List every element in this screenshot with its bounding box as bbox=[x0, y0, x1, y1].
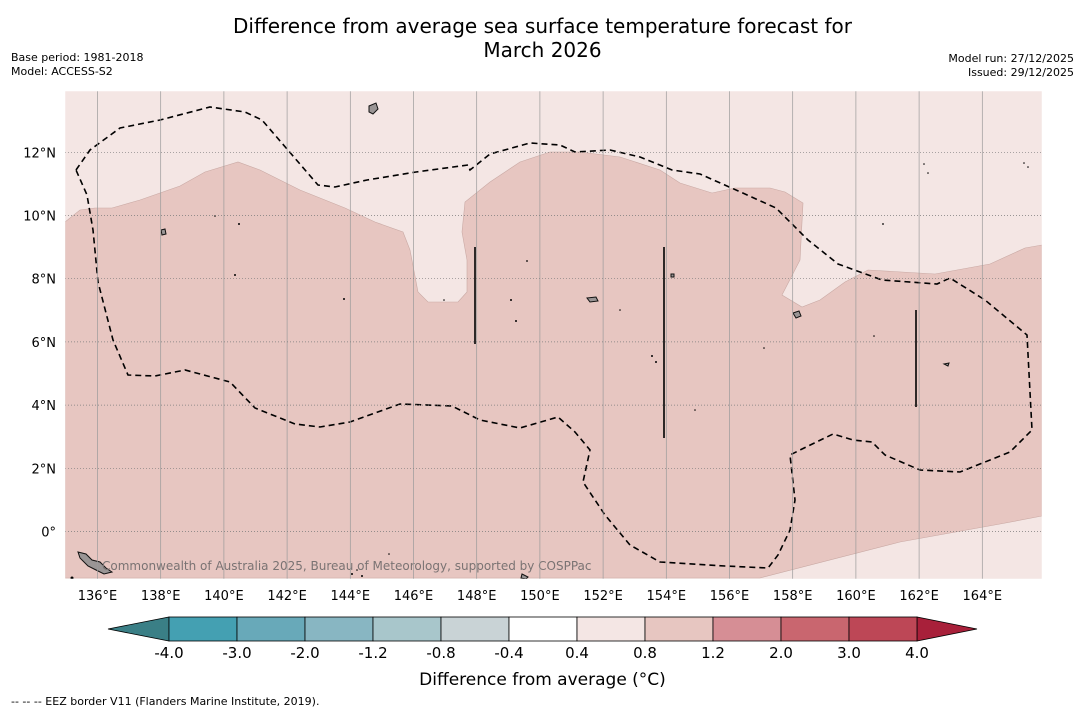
longitude-tick-label: 140°E bbox=[204, 589, 244, 604]
land-masses bbox=[77, 102, 950, 579]
base-period: Base period: 1981-2018 bbox=[11, 51, 144, 64]
island bbox=[942, 362, 950, 367]
colorbar-segment bbox=[372, 616, 442, 642]
colorbar-segment bbox=[508, 616, 578, 642]
latitude-labels: 12°N 10°N 8°N 6°N 4°N 2°N 0° bbox=[23, 146, 56, 540]
chart-title: Difference from average sea surface temp… bbox=[0, 14, 1085, 62]
longitude-tick-label: 162°E bbox=[899, 589, 939, 604]
colorbar-tick-label: 1.2 bbox=[701, 644, 725, 662]
island bbox=[160, 228, 167, 236]
longitude-tick-label: 138°E bbox=[141, 589, 181, 604]
model-name: Model: ACCESS-S2 bbox=[11, 65, 113, 78]
longitude-tick-label: 136°E bbox=[78, 589, 118, 604]
colorbar-segment bbox=[848, 616, 918, 642]
colorbar-tick-label: -1.2 bbox=[358, 644, 387, 662]
latitude-tick-label: 12°N bbox=[23, 146, 56, 161]
latitude-tick-label: 0° bbox=[41, 526, 56, 541]
longitude-tick-label: 144°E bbox=[331, 589, 371, 604]
island bbox=[77, 551, 114, 575]
longitude-labels: 136°E 138°E 140°E 142°E 144°E 146°E 148°E 150°E… bbox=[78, 589, 1002, 604]
eez-border bbox=[75, 106, 1033, 569]
latitude-tick-label: 4°N bbox=[32, 399, 57, 414]
colorbar-tick-label: -3.0 bbox=[222, 644, 251, 662]
colorbar-segment bbox=[440, 616, 510, 642]
colorbar-under-arrow bbox=[107, 616, 170, 642]
island bbox=[792, 310, 802, 319]
colorbar-tick-label: -0.8 bbox=[426, 644, 455, 662]
model-run: Model run: 27/12/2025 bbox=[948, 52, 1074, 65]
island bbox=[586, 296, 599, 303]
map-frame bbox=[64, 90, 1043, 580]
colorbar-tick-label: -0.4 bbox=[494, 644, 523, 662]
longitude-tick-label: 156°E bbox=[710, 589, 750, 604]
meta-right: Model run: 27/12/2025 Issued: 29/12/2025 bbox=[948, 52, 1074, 80]
latitude-tick-label: 10°N bbox=[23, 210, 56, 225]
colorbar-tick-label: 0.8 bbox=[633, 644, 657, 662]
colorbar: -4.0 -3.0 -2.0 -1.2 -0.8 -0.4 0.4 0.8 1.2 2.0 3.0 4… bbox=[107, 616, 978, 662]
latitude-tick-label: 8°N bbox=[32, 273, 57, 288]
small-islands bbox=[70, 162, 1029, 579]
colorbar-tick-label: 4.0 bbox=[905, 644, 929, 662]
longitude-tick-label: 158°E bbox=[773, 589, 813, 604]
longitude-tick-label: 148°E bbox=[457, 589, 497, 604]
island bbox=[670, 273, 675, 278]
colorbar-segment bbox=[644, 616, 714, 642]
colorbar-segment bbox=[236, 616, 306, 642]
longitude-tick-label: 154°E bbox=[647, 589, 687, 604]
colorbar-tick-label: -2.0 bbox=[290, 644, 319, 662]
attribution-text: Commonwealth of Australia 2025, Bureau o… bbox=[102, 559, 592, 573]
colorbar-segment bbox=[712, 616, 782, 642]
colorbar-segment bbox=[168, 616, 238, 642]
title-line-2: March 2026 bbox=[483, 38, 602, 62]
island bbox=[520, 573, 529, 579]
colorbar-segment bbox=[304, 616, 374, 642]
colorbar-tick-label: 0.4 bbox=[565, 644, 589, 662]
colorbar-over-arrow bbox=[916, 616, 978, 642]
latitude-tick-label: 6°N bbox=[32, 336, 57, 351]
colorbar-segment bbox=[780, 616, 850, 642]
colorbar-tick-label: 3.0 bbox=[837, 644, 861, 662]
colorbar-segment bbox=[576, 616, 646, 642]
colorbar-tick-label: 2.0 bbox=[769, 644, 793, 662]
longitude-tick-label: 164°E bbox=[963, 589, 1003, 604]
meta-left: Base period: 1981-2018 Model: ACCESS-S2 bbox=[11, 51, 143, 79]
title-line-1: Difference from average sea surface temp… bbox=[232, 14, 852, 38]
issued-date: Issued: 29/12/2025 bbox=[967, 66, 1074, 79]
colorbar-label: Difference from average (°C) bbox=[419, 670, 666, 690]
graticule bbox=[65, 91, 1042, 579]
longitude-tick-label: 150°E bbox=[520, 589, 560, 604]
longitude-tick-label: 160°E bbox=[836, 589, 876, 604]
latitude-tick-label: 2°N bbox=[32, 462, 57, 477]
island bbox=[368, 102, 379, 115]
colorbar-tick-label: -4.0 bbox=[154, 644, 183, 662]
longitude-tick-label: 152°E bbox=[583, 589, 623, 604]
longitude-tick-label: 142°E bbox=[267, 589, 307, 604]
longitude-tick-label: 146°E bbox=[394, 589, 434, 604]
eez-legend-note: -- -- -- EEZ border V11 (Flanders Marine… bbox=[11, 695, 320, 708]
